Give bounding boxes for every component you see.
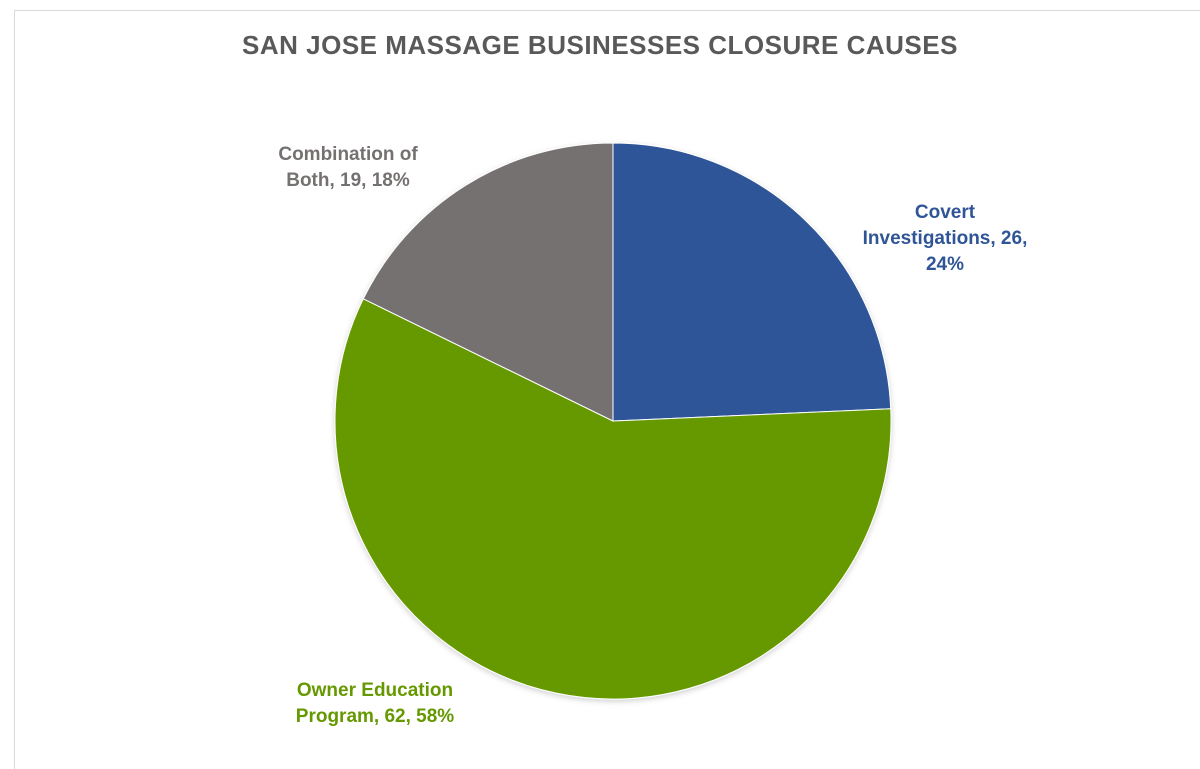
data-label-line: Combination of <box>278 144 418 165</box>
data-label-line: Investigations, 26, <box>862 228 1028 249</box>
data-label-line: Program, 62, 58% <box>295 706 455 727</box>
data-label-owner-education-program: Owner Education Program, 62, 58% <box>260 678 490 730</box>
data-label-combination-of-both: Combination of Both, 19, 18% <box>238 142 458 194</box>
data-label-covert-investigations: Covert Investigations, 26, 24% <box>855 200 1035 278</box>
data-label-line: Both, 19, 18% <box>286 170 410 191</box>
pie-slice-combination-of-both <box>362 142 614 422</box>
pie-slice-covert-investigations <box>612 142 892 422</box>
chart-title: SAN JOSE MASSAGE BUSINESSES CLOSURE CAUS… <box>242 30 958 60</box>
data-label-line: Owner Education <box>296 680 454 701</box>
data-label-line: 24% <box>925 254 965 275</box>
data-label-line: Covert <box>914 202 976 223</box>
pie-slice-owner-education-program <box>334 298 892 700</box>
